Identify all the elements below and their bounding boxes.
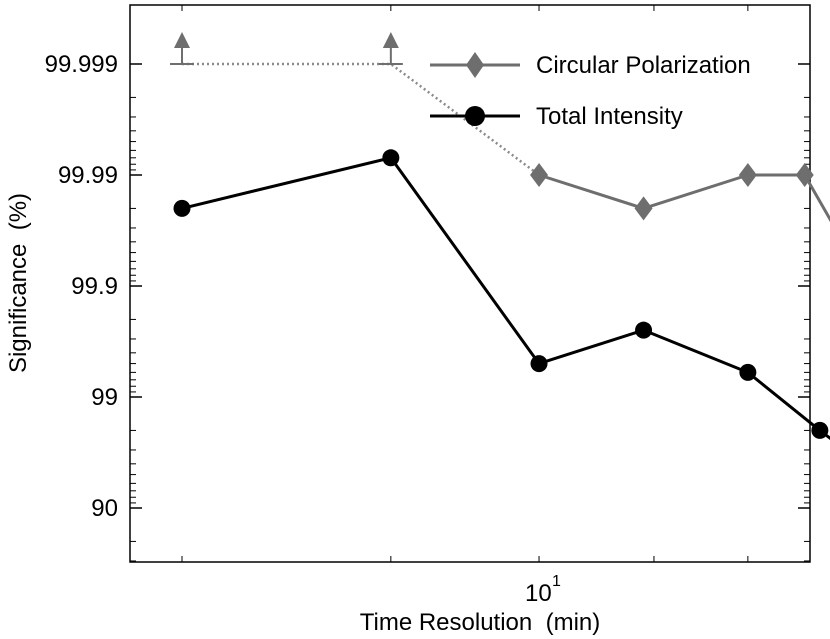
legend-label-circular-polarization: Circular Polarization — [536, 52, 751, 79]
x-tick-label-10: 10 1 — [525, 573, 561, 607]
y-tick-label: 99.9 — [71, 273, 118, 300]
data-point-total-intensity — [173, 199, 191, 217]
y-tick-label: 99.99 — [58, 162, 118, 189]
data-point-circular-polarization — [795, 163, 814, 187]
data-point-total-intensity — [530, 355, 548, 373]
data-point-total-intensity — [635, 321, 653, 339]
legend-circle-marker — [465, 106, 485, 126]
legend-diamond-marker — [466, 52, 484, 78]
y-tick-label: 90 — [91, 495, 118, 522]
x-axis-ticks — [181, 5, 749, 562]
legend: Circular Polarization Total Intensity — [430, 52, 751, 130]
limit-dotted-connector — [182, 62, 540, 177]
y-axis-label: Significance (%) — [5, 193, 32, 373]
limit-arrow-head — [174, 32, 190, 48]
y-tick-label: 99 — [91, 384, 118, 411]
y-tick-label: 99.999 — [45, 51, 118, 78]
x-tick-label-base: 10 — [525, 580, 552, 607]
data-point-total-intensity — [811, 421, 829, 439]
limit-arrow-head — [382, 32, 399, 48]
series-layer — [173, 149, 830, 441]
data-point-circular-polarization — [738, 163, 757, 187]
x-tick-label-exponent: 1 — [552, 573, 561, 590]
data-point-circular-polarization — [634, 196, 653, 221]
data-point-circular-polarization — [530, 163, 549, 187]
series-line-total-intensity — [181, 156, 830, 441]
data-point-total-intensity — [382, 149, 400, 167]
legend-label-total-intensity: Total Intensity — [536, 103, 683, 130]
plot-frame — [129, 4, 811, 563]
x-axis-label: Time Resolution (min) — [360, 609, 601, 636]
y-axis-ticks — [130, 63, 810, 562]
series-line-circular-polarization — [538, 173, 830, 223]
data-point-total-intensity — [739, 363, 757, 381]
lower-limit-markers — [170, 32, 540, 177]
